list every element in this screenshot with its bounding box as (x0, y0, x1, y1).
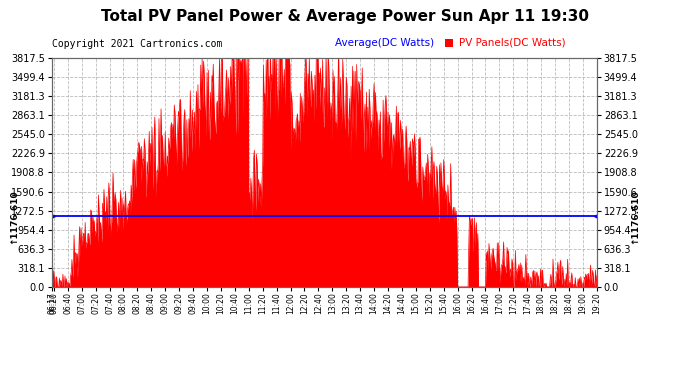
Text: ↑1176.610: ↑1176.610 (630, 189, 640, 244)
Text: Average(DC Watts): Average(DC Watts) (335, 38, 434, 48)
Text: PV Panels(DC Watts): PV Panels(DC Watts) (459, 38, 566, 48)
Text: ↑1176.610: ↑1176.610 (9, 189, 19, 244)
Text: Copyright 2021 Cartronics.com: Copyright 2021 Cartronics.com (52, 39, 222, 50)
Text: Total PV Panel Power & Average Power Sun Apr 11 19:30: Total PV Panel Power & Average Power Sun… (101, 9, 589, 24)
